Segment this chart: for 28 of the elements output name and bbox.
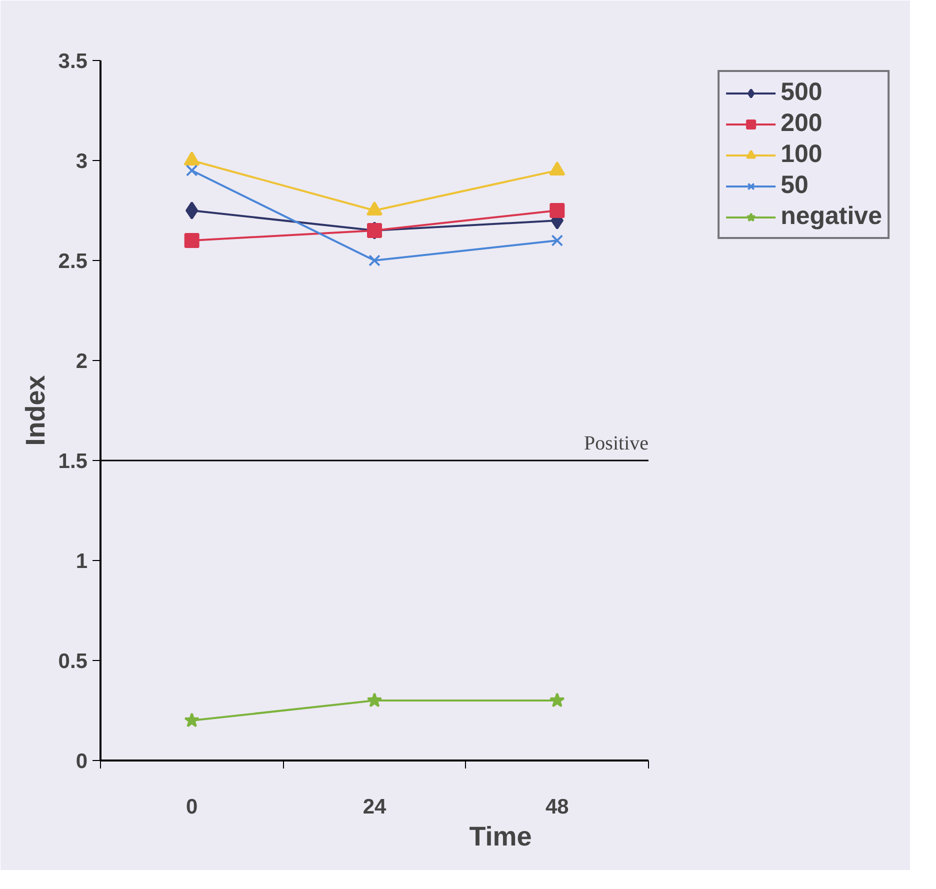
- legend-label: 200: [780, 109, 822, 138]
- point: [186, 202, 198, 220]
- x-tick-label: 24: [362, 796, 386, 818]
- legend-label: 100: [780, 140, 822, 169]
- y-tick-label: 1.5: [58, 450, 88, 473]
- point: [184, 233, 200, 248]
- y-tick-label: 2: [76, 350, 88, 373]
- point: [550, 692, 565, 708]
- point: [368, 254, 380, 266]
- y-tick-label: 0.5: [58, 650, 88, 673]
- legend-label: 500: [780, 78, 822, 107]
- y-tick-label: 2.5: [58, 250, 88, 273]
- x-tick-label: 48: [545, 796, 570, 818]
- point: [186, 164, 198, 176]
- x-axis-title: Time: [469, 822, 532, 852]
- point: [550, 203, 565, 218]
- point: [551, 234, 564, 246]
- x-tick-label: 0: [186, 796, 198, 818]
- y-tick-label: 3.5: [58, 50, 88, 73]
- point: [366, 692, 382, 708]
- legend-label: negative: [780, 202, 882, 231]
- y-tick-label: 3: [76, 150, 88, 173]
- y-tick-label: 1: [76, 550, 88, 573]
- legend-label: 50: [780, 171, 808, 200]
- point: [184, 712, 200, 728]
- y-axis-title: Index: [20, 375, 50, 446]
- ref-line-label: Positive: [584, 432, 649, 454]
- y-tick-label: 0: [76, 750, 88, 773]
